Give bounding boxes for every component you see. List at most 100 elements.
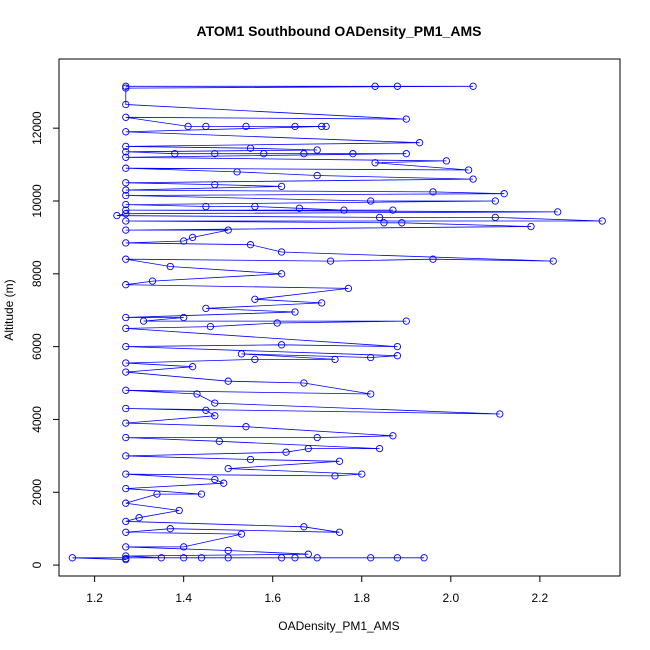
data-point [393,554,402,562]
data-point [122,84,130,92]
data-point [335,528,344,536]
data-point [527,222,535,231]
data-point [291,308,299,316]
data-point [211,475,219,484]
y-tick-label: 0 [30,561,44,568]
data-point [211,150,219,158]
data-point [295,204,304,212]
plot-frame [58,58,621,577]
data-point [122,239,130,247]
data-point [202,122,210,131]
data-point [180,237,188,245]
data-point [122,210,130,218]
data-point [122,404,130,413]
data-point [429,255,437,263]
data-point [242,122,250,131]
data-point [122,113,130,121]
data-point [402,150,410,158]
data-point [313,554,321,562]
data-point [122,179,130,187]
data-point [277,341,286,349]
data-point [157,554,166,562]
data-point [277,182,286,191]
data-point [122,82,130,90]
y-tick-label: 2000 [30,479,44,506]
data-point [122,148,130,156]
data-point [122,552,130,560]
x-axis-label: OADensity_PM1_AMS [278,619,399,633]
data-point [122,528,130,536]
data-point [237,350,246,358]
data-point [291,122,299,131]
data-point [420,554,428,562]
data-point [202,304,210,313]
data-point [166,262,174,271]
data-point [148,277,157,285]
data-point [135,514,143,522]
data-point [491,197,499,205]
data-point [122,313,130,322]
data-point [415,139,424,147]
data-point [331,355,339,364]
data-point [122,128,130,136]
data-point [300,379,308,387]
y-tick-label: 10000 [30,184,44,218]
data-point [326,257,335,265]
data-point [122,554,130,563]
data-point [491,213,499,222]
data-point [193,390,201,398]
data-point [224,377,232,385]
data-point [282,448,290,456]
data-point [277,554,286,562]
data-point [389,206,397,214]
data-point [224,546,232,555]
data-point [300,150,308,158]
y-tick-label: 12000 [30,111,44,145]
data-point [598,217,606,225]
y-tick-label: 6000 [30,333,44,360]
data-point [68,554,77,562]
data-point [122,517,130,526]
data-point [469,175,477,183]
data-point [180,554,188,562]
data-point [277,248,286,256]
data-point [211,412,219,420]
y-tick-label: 4000 [30,406,44,433]
data-point [344,284,353,293]
data-point [318,299,326,307]
data-point [469,82,477,90]
data-point [367,353,375,362]
data-point [304,550,312,558]
data-point [139,317,148,325]
data-point [122,226,130,234]
data-series [68,82,606,564]
data-point [313,171,321,180]
data-point [224,464,232,473]
data-point [122,153,130,161]
data-point [206,322,215,331]
data-point [251,355,259,364]
data-point [322,122,330,131]
data-point [260,150,268,158]
data-point [500,190,508,198]
data-point [233,168,241,176]
data-point [166,525,174,533]
data-point [358,470,366,478]
data-point [197,490,206,498]
data-point [188,233,197,242]
data-point [335,457,344,465]
data-point [122,543,130,551]
data-point [113,211,121,220]
data-point [554,208,562,216]
data-point [122,470,130,478]
data-point [237,530,246,538]
data-point [224,226,232,234]
data-point [371,82,379,90]
data-point [273,319,281,327]
data-point [402,317,410,325]
data-point [122,342,130,351]
data-point [180,313,188,322]
data-point [442,157,451,165]
data-point [175,506,183,515]
data-point [122,281,130,289]
